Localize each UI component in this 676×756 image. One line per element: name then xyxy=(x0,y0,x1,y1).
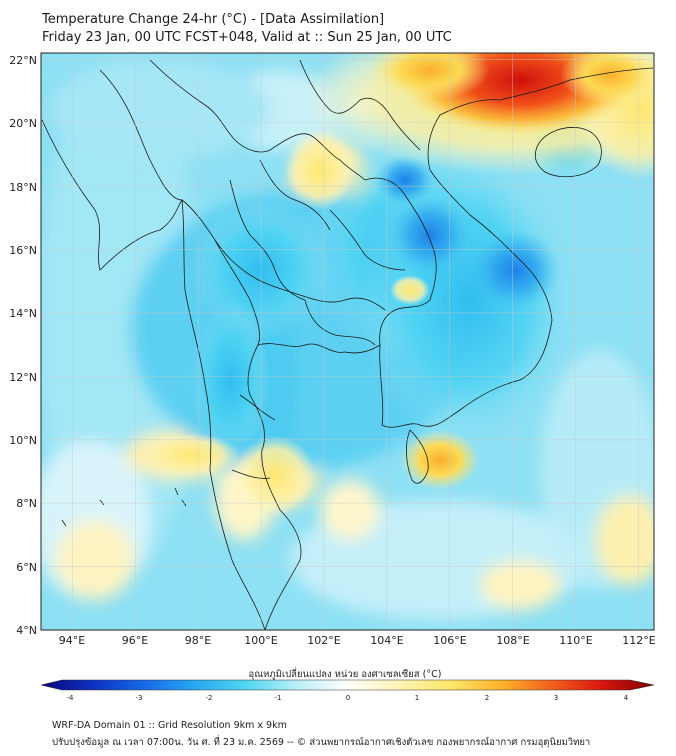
footer-model-info: WRF-DA Domain 01 :: Grid Resolution 9km … xyxy=(52,720,287,731)
colorbar: -4 -3 -2 -1 0 1 2 3 4 xyxy=(40,679,655,702)
graticule xyxy=(41,53,654,631)
lon-label: 108°E xyxy=(496,634,529,647)
lon-label: 102°E xyxy=(307,634,340,647)
colorbar-tick-label: -2 xyxy=(206,694,213,702)
colorbar-tick-label: 2 xyxy=(485,694,489,702)
lat-label: 20°N xyxy=(9,117,37,130)
temperature-field xyxy=(41,53,654,630)
lat-label: 22°N xyxy=(9,54,37,67)
lat-label: 10°N xyxy=(9,434,37,447)
lon-label: 106°E xyxy=(433,634,466,647)
colorbar-scale xyxy=(40,679,655,691)
coastline-borders xyxy=(41,59,654,630)
lat-label: 6°N xyxy=(16,561,37,574)
lon-label: 110°E xyxy=(559,634,592,647)
lon-label: 112°E xyxy=(622,634,655,647)
lon-label: 100°E xyxy=(244,634,277,647)
lon-label: 98°E xyxy=(185,634,211,647)
lon-label: 94°E xyxy=(59,634,85,647)
lat-label: 16°N xyxy=(9,244,37,257)
colorbar-label: อุณหภูมิเปลี่ยนแปลง หน่วย องศาเซลเซียส (… xyxy=(248,669,442,680)
colorbar-tick-label: -1 xyxy=(275,694,282,702)
colorbar-tick-label: 0 xyxy=(346,694,350,702)
colorbar-tick-label: 4 xyxy=(624,694,629,702)
lat-label: 8°N xyxy=(16,497,37,510)
colorbar-tick-label: 1 xyxy=(415,694,419,702)
map-title: Temperature Change 24-hr (°C) - [Data As… xyxy=(42,12,385,27)
lon-label: 96°E xyxy=(122,634,148,647)
lat-label: 12°N xyxy=(9,371,37,384)
footer-credit: ปรับปรุงข้อมูล ณ เวลา 07:00น. วัน ศ. ที่… xyxy=(52,737,591,748)
map-frame xyxy=(40,52,655,631)
colorbar-tick-label: -4 xyxy=(67,694,75,702)
lon-label: 104°E xyxy=(370,634,403,647)
longitude-axis: 94°E 96°E 98°E 100°E 102°E 104°E 106°E 1… xyxy=(59,634,656,647)
map-subtitle: Friday 23 Jan, 00 UTC FCST+048, Valid at… xyxy=(42,30,452,45)
lat-label: 4°N xyxy=(16,624,37,637)
lat-label: 18°N xyxy=(9,181,37,194)
colorbar-tick-label: 3 xyxy=(554,694,558,702)
colorbar-tick-label: -3 xyxy=(136,694,143,702)
latitude-axis: 4°N 6°N 8°N 10°N 12°N 14°N 16°N 18°N 20°… xyxy=(9,54,37,637)
lat-label: 14°N xyxy=(9,307,37,320)
